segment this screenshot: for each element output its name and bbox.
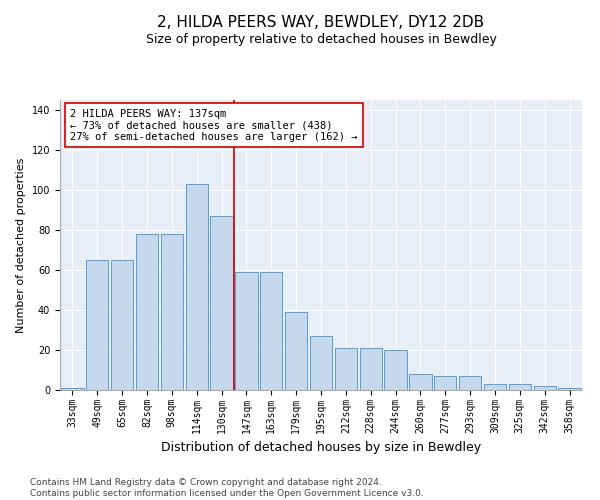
Bar bbox=[211, 216, 233, 390]
Bar bbox=[559, 388, 581, 390]
Bar bbox=[161, 234, 183, 390]
Text: Size of property relative to detached houses in Bewdley: Size of property relative to detached ho… bbox=[146, 32, 496, 46]
Y-axis label: Number of detached properties: Number of detached properties bbox=[16, 158, 26, 332]
Bar bbox=[459, 376, 481, 390]
Text: Distribution of detached houses by size in Bewdley: Distribution of detached houses by size … bbox=[161, 441, 481, 454]
Text: Contains HM Land Registry data © Crown copyright and database right 2024.
Contai: Contains HM Land Registry data © Crown c… bbox=[30, 478, 424, 498]
Bar bbox=[86, 260, 109, 390]
Text: 2, HILDA PEERS WAY, BEWDLEY, DY12 2DB: 2, HILDA PEERS WAY, BEWDLEY, DY12 2DB bbox=[157, 15, 485, 30]
Bar bbox=[235, 272, 257, 390]
Bar bbox=[484, 384, 506, 390]
Text: 2 HILDA PEERS WAY: 137sqm
← 73% of detached houses are smaller (438)
27% of semi: 2 HILDA PEERS WAY: 137sqm ← 73% of detac… bbox=[70, 108, 358, 142]
Bar bbox=[335, 348, 357, 390]
Bar bbox=[409, 374, 431, 390]
Bar bbox=[61, 388, 83, 390]
Bar bbox=[509, 384, 531, 390]
Bar bbox=[434, 376, 457, 390]
Bar bbox=[533, 386, 556, 390]
Bar bbox=[111, 260, 133, 390]
Bar bbox=[385, 350, 407, 390]
Bar bbox=[285, 312, 307, 390]
Bar bbox=[359, 348, 382, 390]
Bar bbox=[185, 184, 208, 390]
Bar bbox=[136, 234, 158, 390]
Bar bbox=[310, 336, 332, 390]
Bar bbox=[260, 272, 283, 390]
